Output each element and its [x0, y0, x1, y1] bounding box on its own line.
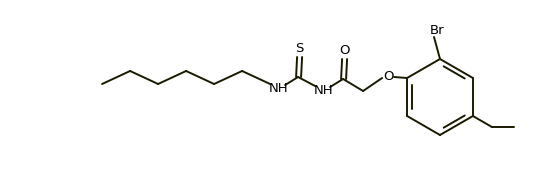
Text: S: S — [295, 43, 303, 56]
Text: O: O — [339, 44, 349, 57]
Text: O: O — [383, 70, 393, 84]
Text: NH: NH — [313, 84, 333, 98]
Text: Br: Br — [430, 23, 445, 36]
Text: NH: NH — [268, 83, 288, 95]
